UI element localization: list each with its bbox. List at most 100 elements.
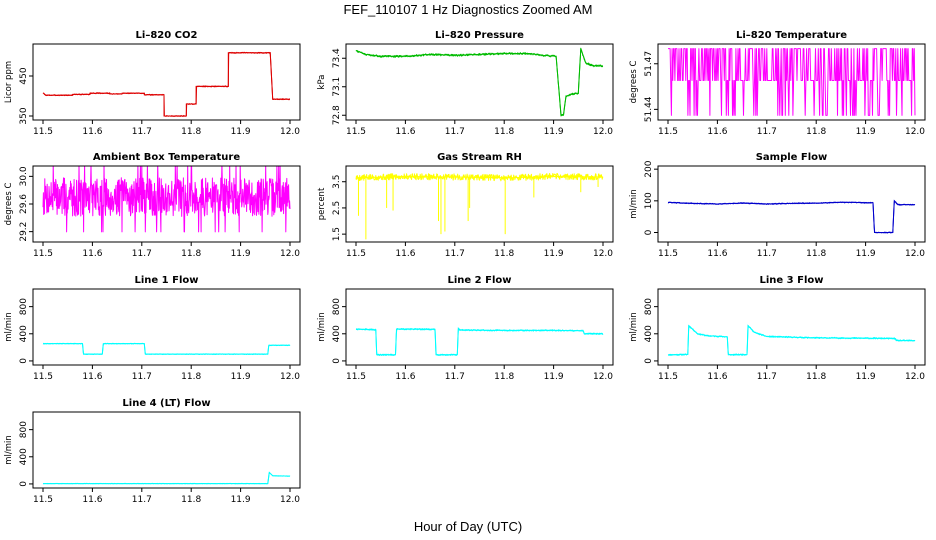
panel-title: Li–820 Pressure bbox=[435, 30, 524, 41]
panel-title: Li–820 CO2 bbox=[136, 30, 198, 41]
x-tick-label: 12.0 bbox=[905, 249, 925, 259]
panel-ylabel: degrees C bbox=[4, 183, 14, 226]
plot-frame bbox=[345, 165, 614, 243]
panel-ylabel: kPa bbox=[317, 75, 327, 90]
panel-grid: Li–820 CO2 Licor ppm 11.5 11.6 11.7 11.8 11.9 1… bbox=[4, 30, 926, 505]
plot-frame bbox=[32, 411, 301, 489]
panel-6: Sample Flow ml/min 11.5 11.6 11.7 11.8 11.9 12.… bbox=[629, 152, 926, 259]
x-tick-label: 11.6 bbox=[395, 249, 415, 259]
x-tick-label: 11.7 bbox=[757, 249, 777, 259]
y-tick-label: 1.5 bbox=[332, 227, 342, 241]
x-tick-label: 11.6 bbox=[82, 372, 102, 382]
x-tick-label: 11.5 bbox=[346, 127, 366, 137]
x-tick-label: 11.5 bbox=[658, 249, 678, 259]
panel-7: Line 1 Flow ml/min 11.5 11.6 11.7 11.8 11.9 12.… bbox=[4, 275, 301, 382]
panel-ylabel: ml/min bbox=[629, 189, 639, 219]
x-tick-label: 11.9 bbox=[231, 127, 251, 137]
x-tick-label: 11.6 bbox=[395, 372, 415, 382]
x-tick-label: 12.0 bbox=[280, 372, 300, 382]
y-tick-label: 51.44 bbox=[644, 96, 654, 122]
panel-title: Line 4 (LT) Flow bbox=[122, 398, 210, 409]
panel-ylabel: ml/min bbox=[4, 435, 14, 465]
x-tick-label: 12.0 bbox=[280, 495, 300, 505]
series-line bbox=[355, 173, 604, 182]
x-tick-label: 11.8 bbox=[181, 127, 201, 137]
x-tick-label: 11.8 bbox=[181, 372, 201, 382]
x-tick-label: 11.9 bbox=[856, 249, 876, 259]
x-tick-label: 11.6 bbox=[707, 249, 727, 259]
x-tick-label: 11.6 bbox=[395, 127, 415, 137]
series-step-line bbox=[355, 327, 603, 356]
x-tick-label: 11.5 bbox=[658, 372, 678, 382]
x-tick-label: 11.9 bbox=[544, 249, 564, 259]
plot-frame bbox=[345, 43, 614, 121]
y-tick-label: 800 bbox=[644, 298, 654, 315]
panel-5: Gas Stream RH percent 11.5 11.6 11.7 11.8 11.9… bbox=[317, 152, 614, 259]
y-tick-label: 200 bbox=[644, 160, 654, 177]
series-line bbox=[667, 200, 916, 234]
x-tick-label: 11.5 bbox=[33, 495, 53, 505]
y-tick-label: 800 bbox=[19, 421, 29, 438]
x-tick-label: 11.7 bbox=[445, 372, 465, 382]
x-tick-label: 11.6 bbox=[82, 495, 102, 505]
series-line bbox=[668, 48, 916, 116]
y-tick-label: 0 bbox=[644, 358, 654, 364]
x-tick-label: 11.7 bbox=[757, 372, 777, 382]
x-tick-label: 12.0 bbox=[905, 127, 925, 137]
series-line bbox=[355, 327, 604, 356]
x-tick-label: 11.8 bbox=[181, 249, 201, 259]
x-tick-label: 11.8 bbox=[494, 249, 514, 259]
y-tick-label: 0 bbox=[644, 229, 654, 235]
x-tick-label: 11.6 bbox=[82, 127, 102, 137]
panel-ylabel: ml/min bbox=[629, 312, 639, 342]
x-tick-label: 11.9 bbox=[544, 127, 564, 137]
y-tick-label: 29.2 bbox=[19, 222, 29, 242]
x-tick-label: 11.5 bbox=[33, 372, 53, 382]
panel-10: Line 4 (LT) Flow ml/min 11.5 11.6 11.7 11.8 11… bbox=[4, 398, 301, 505]
y-tick-label: 800 bbox=[19, 298, 29, 315]
x-tick-label: 11.5 bbox=[658, 127, 678, 137]
panel-1: Li–820 CO2 Licor ppm 11.5 11.6 11.7 11.8 11.9 1… bbox=[4, 30, 301, 137]
series-line bbox=[42, 472, 291, 485]
x-tick-label: 11.8 bbox=[806, 127, 826, 137]
y-tick-label: 29.6 bbox=[19, 194, 29, 214]
series-step-line bbox=[43, 343, 290, 355]
x-tick-label: 11.7 bbox=[132, 127, 152, 137]
y-tick-label: 350 bbox=[19, 107, 29, 124]
x-tick-label: 11.5 bbox=[33, 249, 53, 259]
plot-frame bbox=[32, 43, 301, 121]
panel-title: Ambient Box Temperature bbox=[93, 152, 240, 163]
x-tick-label: 11.7 bbox=[445, 127, 465, 137]
x-tick-label: 11.8 bbox=[806, 249, 826, 259]
x-tick-label: 11.9 bbox=[544, 372, 564, 382]
panel-ylabel: percent bbox=[317, 187, 327, 220]
x-tick-label: 11.5 bbox=[346, 372, 366, 382]
x-tick-label: 11.8 bbox=[494, 127, 514, 137]
x-tick-label: 11.7 bbox=[132, 249, 152, 259]
x-tick-label: 11.9 bbox=[856, 372, 876, 382]
series-step-line bbox=[355, 48, 603, 116]
panel-ylabel: degrees C bbox=[629, 61, 639, 104]
x-tick-label: 11.5 bbox=[33, 127, 53, 137]
plot-frame bbox=[657, 165, 926, 243]
x-tick-label: 11.9 bbox=[231, 495, 251, 505]
y-tick-label: 73.1 bbox=[332, 77, 342, 97]
panel-title: Sample Flow bbox=[756, 152, 828, 163]
figure-xlabel: Hour of Day (UTC) bbox=[414, 519, 522, 534]
y-tick-label: 2.5 bbox=[332, 201, 342, 215]
x-tick-label: 11.8 bbox=[806, 372, 826, 382]
panel-ylabel: Licor ppm bbox=[4, 61, 14, 103]
y-tick-label: 400 bbox=[332, 325, 342, 342]
y-tick-label: 400 bbox=[19, 448, 29, 465]
x-tick-label: 11.6 bbox=[82, 249, 102, 259]
panel-4: Ambient Box Temperature degrees C 11.5 11.6… bbox=[4, 152, 301, 259]
series-step-line bbox=[667, 199, 915, 233]
x-tick-label: 11.8 bbox=[181, 495, 201, 505]
plot-frame bbox=[32, 288, 301, 366]
x-tick-label: 12.0 bbox=[593, 249, 613, 259]
y-tick-label: 30.0 bbox=[19, 166, 29, 186]
series-line bbox=[355, 47, 604, 117]
x-tick-label: 11.7 bbox=[132, 495, 152, 505]
panel-8: Line 2 Flow ml/min 11.5 11.6 11.7 11.8 11.9 12.… bbox=[317, 275, 614, 382]
